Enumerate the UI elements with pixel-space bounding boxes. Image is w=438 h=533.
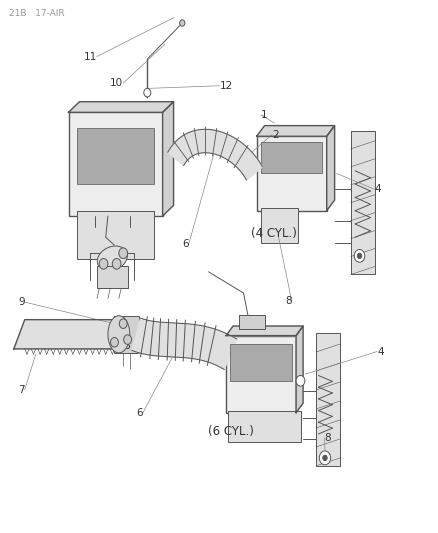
Polygon shape xyxy=(68,102,173,112)
Polygon shape xyxy=(256,126,334,136)
Text: 6: 6 xyxy=(182,239,188,248)
Circle shape xyxy=(112,259,121,269)
Circle shape xyxy=(353,249,364,262)
Bar xyxy=(315,333,339,466)
Polygon shape xyxy=(14,320,138,349)
Circle shape xyxy=(110,337,118,347)
Circle shape xyxy=(144,88,150,97)
Text: 21B   17-AIR: 21B 17-AIR xyxy=(10,9,65,18)
Polygon shape xyxy=(132,318,236,369)
Text: (4 CYL.): (4 CYL.) xyxy=(251,227,297,239)
Bar xyxy=(226,336,295,413)
Text: 8: 8 xyxy=(324,433,330,443)
Polygon shape xyxy=(326,126,334,211)
Bar xyxy=(228,411,300,442)
Text: 2: 2 xyxy=(272,130,278,140)
Polygon shape xyxy=(162,102,173,216)
Polygon shape xyxy=(167,130,262,180)
Circle shape xyxy=(318,451,330,465)
Bar xyxy=(256,136,326,211)
Text: 10: 10 xyxy=(110,78,123,88)
Bar xyxy=(350,131,374,274)
Text: 7: 7 xyxy=(18,385,25,395)
Bar xyxy=(261,208,297,243)
Text: 4: 4 xyxy=(376,346,383,357)
Circle shape xyxy=(124,335,131,344)
Circle shape xyxy=(322,455,326,461)
Polygon shape xyxy=(226,326,302,336)
Ellipse shape xyxy=(97,246,127,271)
Circle shape xyxy=(119,319,127,328)
Text: 9: 9 xyxy=(18,297,25,307)
Text: 11: 11 xyxy=(84,52,97,61)
Text: 4: 4 xyxy=(374,184,381,195)
Text: 6: 6 xyxy=(123,341,130,351)
Circle shape xyxy=(179,20,184,26)
Bar xyxy=(114,316,138,353)
Bar xyxy=(77,211,153,259)
Text: (6 CYL.): (6 CYL.) xyxy=(207,425,253,438)
Polygon shape xyxy=(295,326,302,413)
Circle shape xyxy=(357,253,361,259)
Ellipse shape xyxy=(108,316,130,353)
Bar xyxy=(68,112,162,216)
Text: 6: 6 xyxy=(136,408,143,418)
Circle shape xyxy=(295,375,304,386)
Text: 12: 12 xyxy=(219,81,232,91)
Circle shape xyxy=(99,259,108,269)
Text: 1: 1 xyxy=(261,110,267,120)
Bar xyxy=(261,142,321,173)
Text: 8: 8 xyxy=(284,296,291,306)
Bar xyxy=(239,316,265,329)
Circle shape xyxy=(119,248,127,259)
Bar xyxy=(97,266,127,288)
Bar xyxy=(230,344,291,381)
Bar xyxy=(77,128,153,184)
